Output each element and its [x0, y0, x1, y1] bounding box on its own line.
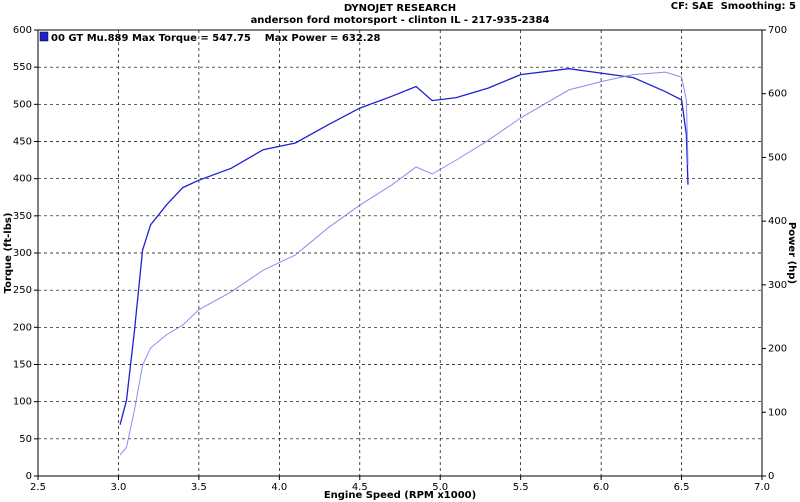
y2-tick-label: 200	[768, 344, 787, 355]
y-tick-label: 200	[13, 322, 32, 333]
x-tick-label: 5.5	[513, 482, 529, 493]
y2-tick-label: 100	[768, 407, 787, 418]
y2-tick-label: 0	[768, 471, 774, 482]
y2-tick-label: 300	[768, 280, 787, 291]
x-tick-label: 6.5	[674, 482, 690, 493]
y2-tick-label: 700	[768, 25, 787, 36]
x-tick-label: 6.0	[593, 482, 609, 493]
y2-axis-label: Power (hp)	[786, 222, 797, 284]
legend-text: 00 GT Mu.889 Max Torque = 547.75 Max Pow…	[51, 33, 381, 44]
y-tick-label: 150	[13, 360, 32, 371]
y-tick-label: 400	[13, 174, 32, 185]
y-tick-label: 550	[13, 62, 32, 73]
y-tick-label: 350	[13, 211, 32, 222]
x-tick-label: 3.5	[191, 482, 207, 493]
y-tick-label: 250	[13, 285, 32, 296]
x-tick-label: 2.5	[30, 482, 46, 493]
y-tick-label: 300	[13, 248, 32, 259]
y2-tick-label: 600	[768, 89, 787, 100]
y2-tick-label: 400	[768, 216, 787, 227]
y-tick-label: 100	[13, 397, 32, 408]
y-tick-label: 50	[19, 434, 32, 445]
y-tick-label: 600	[13, 25, 32, 36]
x-tick-label: 5.0	[432, 482, 448, 493]
y-tick-label: 450	[13, 137, 32, 148]
legend-box	[39, 31, 49, 42]
y-tick-label: 500	[13, 99, 32, 110]
settings-label: CF: SAE Smoothing: 5	[671, 1, 796, 12]
chart-subtitle: anderson ford motorsport - clinton IL - …	[251, 15, 550, 26]
x-tick-label: 7.0	[754, 482, 770, 493]
series-line	[119, 71, 689, 456]
x-tick-label: 3.0	[110, 482, 126, 493]
x-axis-label: Engine Speed (RPM x1000)	[324, 490, 476, 501]
y2-tick-label: 500	[768, 152, 787, 163]
y-tick-label: 0	[26, 471, 32, 482]
x-tick-label: 4.5	[352, 482, 368, 493]
series-line	[119, 68, 689, 425]
chart-title: DYNOJET RESEARCH	[344, 3, 456, 14]
x-tick-label: 4.0	[271, 482, 287, 493]
y-axis-label: Torque (ft-lbs)	[3, 213, 14, 294]
